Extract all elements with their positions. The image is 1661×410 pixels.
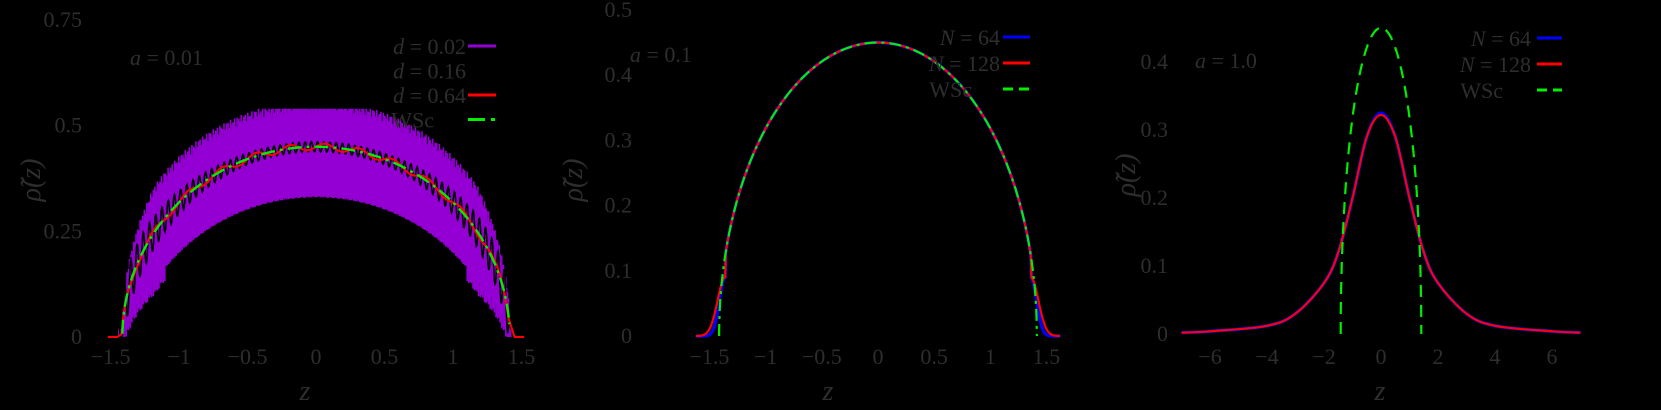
- y-axis-label: ρ̃(z): [1111, 154, 1142, 198]
- legend-label: d = 0.64: [393, 83, 466, 108]
- plot-area: [107, 108, 525, 338]
- x-tick-label: −1.5: [689, 344, 729, 369]
- legend-label: WSc: [929, 77, 972, 102]
- parameter-annotation: a = 0.01: [130, 45, 203, 70]
- y-tick-label: 0.1: [1141, 253, 1169, 278]
- series-n-128: [695, 41, 1061, 338]
- panel-left-a-0.01: 0 0.25 0.5 0.75 −1.5 −1 −0.5 0 0.5 1 1.5 z ρ̃(z) a = …: [16, 7, 535, 407]
- y-tick-label: 0.1: [605, 258, 633, 283]
- series-wsc: [1339, 26, 1423, 335]
- series-wsc: [717, 41, 1038, 337]
- x-tick-label: 1.5: [1033, 344, 1061, 369]
- x-tick-label: −0.5: [802, 344, 842, 369]
- series-n-128: [1181, 113, 1581, 334]
- x-tick-label: −1: [754, 344, 777, 369]
- y-tick-label: 0.25: [44, 218, 83, 243]
- x-tick-label: −0.5: [228, 344, 268, 369]
- x-tick-label: 0.5: [920, 344, 948, 369]
- x-tick-label: −1.5: [91, 344, 131, 369]
- y-tick-label: 0: [1157, 321, 1168, 346]
- x-tick-label: 0: [311, 344, 322, 369]
- series-n-64: [1181, 111, 1581, 335]
- x-tick-label: 1.5: [508, 344, 536, 369]
- x-axis-label: z: [822, 376, 834, 407]
- x-tick-label: −2: [1312, 344, 1335, 369]
- legend-label: WSc: [391, 108, 434, 133]
- y-tick-label: 0.2: [1141, 185, 1169, 210]
- x-tick-label: 0: [873, 344, 884, 369]
- plot-area: [695, 40, 1061, 338]
- panel-right-a-1.0: 0 0.1 0.2 0.3 0.4 −6 −4 −2 0 2 4 6 z ρ̃(z) a = 1.0 N = …: [1111, 26, 1581, 407]
- y-tick-label: 0: [621, 323, 632, 348]
- x-tick-label: 6: [1547, 344, 1558, 369]
- panel-middle-a-0.1: 0 0.1 0.2 0.3 0.4 0.5 −1.5 −1 −0.5 0 0.5 1 1.5 z ρ̃(z)…: [558, 0, 1060, 407]
- y-tick-label: 0.75: [44, 7, 83, 32]
- legend-label: d = 0.02: [393, 34, 466, 59]
- x-tick-label: 4: [1490, 344, 1501, 369]
- x-axis-label: z: [1374, 376, 1386, 407]
- y-tick-label: 0.3: [605, 127, 633, 152]
- parameter-annotation: a = 0.1: [630, 42, 692, 67]
- series-d-0.16: [116, 140, 514, 338]
- x-tick-label: −1: [167, 344, 190, 369]
- legend-label: d = 0.16: [393, 59, 466, 84]
- x-axis-label: z: [299, 376, 311, 407]
- y-tick-label: 0.4: [605, 62, 633, 87]
- x-tick-label: −6: [1198, 344, 1221, 369]
- y-tick-label: 0.5: [55, 113, 83, 138]
- y-tick-label: 0.4: [1141, 49, 1169, 74]
- y-tick-label: 0.2: [605, 193, 633, 218]
- legend-label: N = 64: [1470, 26, 1531, 51]
- series-wsc: [121, 145, 511, 334]
- legend-label: N = 128: [928, 51, 1000, 76]
- x-tick-label: 0.5: [371, 344, 399, 369]
- y-tick-label: 0.3: [1141, 117, 1169, 142]
- series-d-0.02: [118, 108, 514, 337]
- x-tick-label: 0: [1376, 344, 1387, 369]
- plot-area: [1181, 26, 1581, 335]
- y-axis-label: ρ̃(z): [558, 159, 589, 203]
- legend-label: N = 64: [939, 25, 1000, 50]
- legend-label: WSc: [1460, 78, 1503, 103]
- parameter-annotation: a = 1.0: [1195, 48, 1257, 73]
- y-tick-label: 0.5: [605, 0, 633, 22]
- x-tick-label: −4: [1255, 344, 1278, 369]
- x-tick-label: 1: [447, 344, 458, 369]
- x-tick-label: 1: [985, 344, 996, 369]
- y-axis-label: ρ̃(z): [16, 159, 47, 203]
- y-tick-label: 0: [71, 324, 82, 349]
- series-n-64: [696, 40, 1060, 338]
- legend-label: N = 128: [1459, 52, 1531, 77]
- x-tick-label: 2: [1433, 344, 1444, 369]
